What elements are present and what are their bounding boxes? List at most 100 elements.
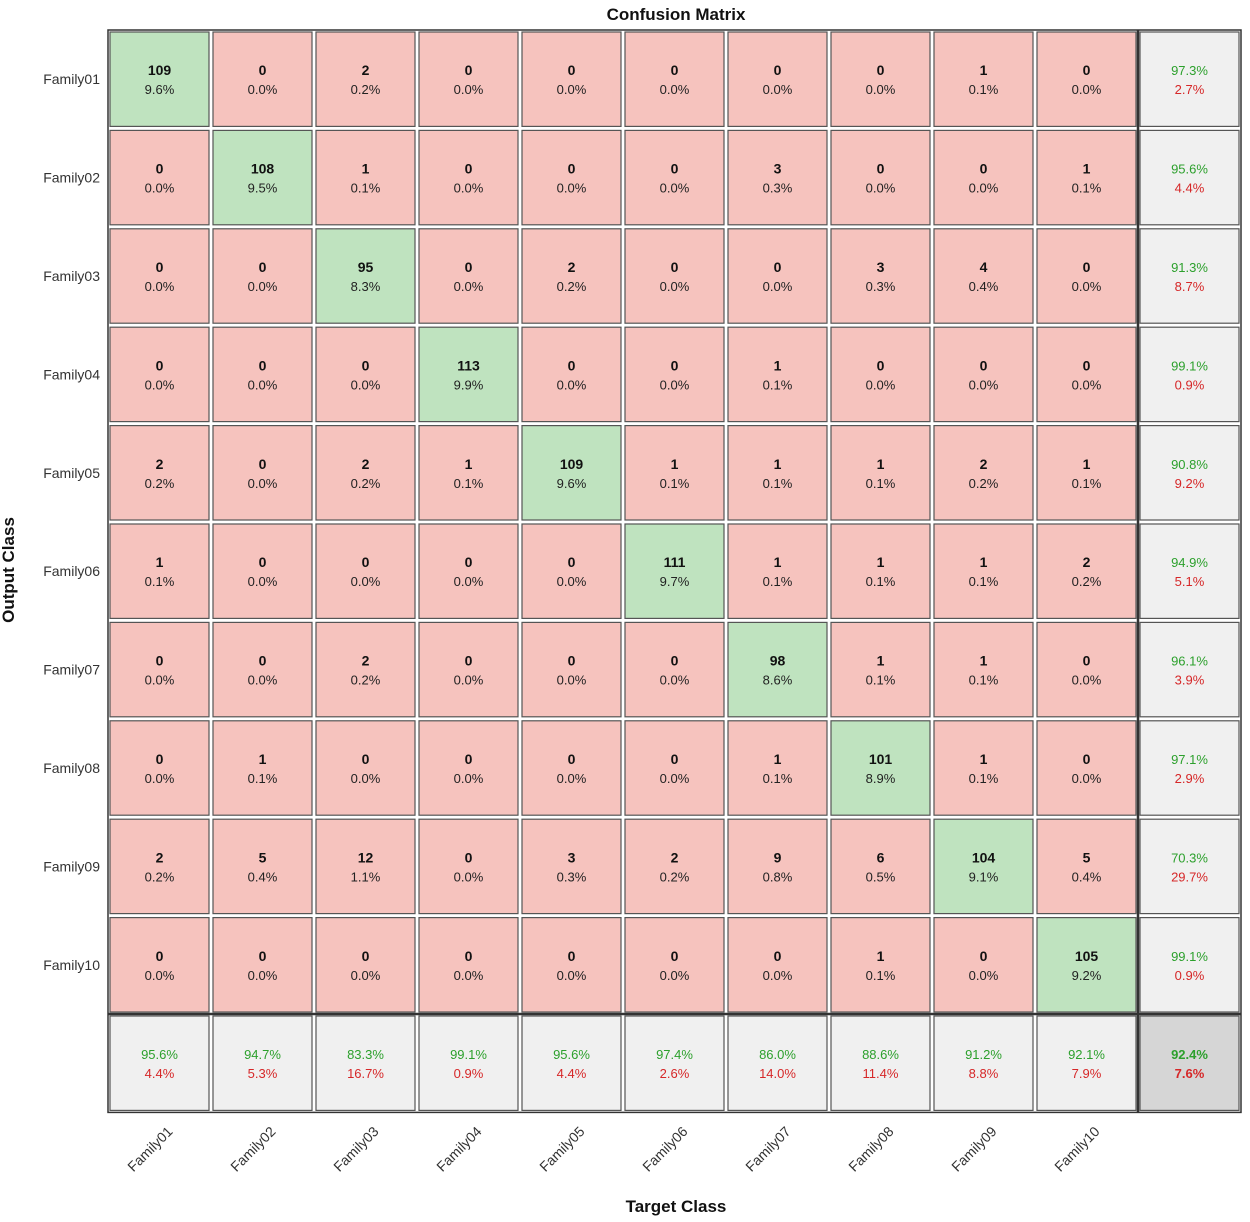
cell-count: 0: [362, 357, 370, 373]
row-summary-cell: [1139, 720, 1240, 816]
row-error: 29.7%: [1171, 869, 1208, 884]
cell-percent: 0.3%: [866, 279, 896, 294]
y-tick-label: Family02: [43, 170, 100, 186]
matrix-cell: [418, 720, 519, 816]
cell-count: 0: [671, 62, 679, 78]
y-tick-label: Family06: [43, 563, 100, 579]
cell-percent: 0.0%: [660, 279, 690, 294]
cell-percent: 8.9%: [866, 771, 896, 786]
matrix-cell: [315, 425, 416, 521]
matrix-cell: [830, 129, 931, 226]
x-tick-label: Family09: [948, 1123, 1000, 1175]
row-accuracy: 96.1%: [1171, 654, 1208, 669]
cell-percent: 9.2%: [1072, 968, 1102, 983]
cell-percent: 0.0%: [454, 181, 484, 196]
cell-percent: 0.1%: [248, 771, 278, 786]
cell-percent: 9.6%: [557, 476, 587, 491]
matrix-cell: [830, 818, 931, 915]
matrix-cell: [933, 720, 1034, 816]
cell-percent: 0.0%: [248, 574, 278, 589]
cell-count: 1: [774, 456, 782, 472]
col-summary-cell: [933, 1015, 1034, 1112]
cell-count: 2: [362, 653, 370, 669]
cell-percent: 0.2%: [145, 869, 175, 884]
cell-percent: 0.1%: [969, 574, 999, 589]
matrix-cell: [315, 916, 416, 1013]
row-accuracy: 99.1%: [1171, 358, 1208, 373]
cell-percent: 0.0%: [557, 968, 587, 983]
cell-percent: 0.0%: [248, 673, 278, 688]
cell-count: 0: [156, 259, 164, 275]
matrix-cell: [315, 523, 416, 620]
cell-count: 0: [877, 161, 885, 177]
cell-count: 1: [1083, 161, 1091, 177]
matrix-cell: [212, 621, 313, 718]
matrix-cell: [933, 326, 1034, 423]
cell-count: 0: [465, 653, 473, 669]
matrix-cell: [212, 31, 313, 128]
cell-percent: 0.0%: [454, 673, 484, 688]
row-accuracy: 95.6%: [1171, 162, 1208, 177]
cell-count: 0: [568, 653, 576, 669]
col-error: 11.4%: [863, 1066, 899, 1081]
cell-count: 0: [671, 751, 679, 767]
cell-count: 0: [362, 948, 370, 964]
cell-count: 0: [259, 456, 267, 472]
cell-count: 105: [1075, 948, 1099, 964]
diagonal-cell: [315, 228, 416, 324]
row-accuracy: 70.3%: [1171, 850, 1208, 865]
matrix-cell: [109, 621, 210, 718]
cell-count: 5: [259, 849, 267, 865]
cell-percent: 0.0%: [660, 181, 690, 196]
matrix-cell: [521, 523, 622, 620]
cell-count: 2: [156, 456, 164, 472]
cell-percent: 0.4%: [248, 869, 278, 884]
matrix-cell: [1036, 129, 1137, 226]
matrix-cell: [315, 621, 416, 718]
diagonal-cell: [212, 129, 313, 226]
diagonal-cell: [727, 621, 828, 718]
cell-count: 1: [774, 554, 782, 570]
y-tick-label: Family10: [43, 957, 100, 973]
cell-count: 4: [980, 259, 988, 275]
matrix-cell: [1036, 425, 1137, 521]
cell-count: 0: [1083, 751, 1091, 767]
col-accuracy: 88.6%: [862, 1047, 899, 1062]
col-summary-cell: [315, 1015, 416, 1112]
cell-percent: 0.0%: [351, 377, 381, 392]
cell-percent: 0.0%: [145, 279, 175, 294]
col-summary-cell: [727, 1015, 828, 1112]
row-error: 9.2%: [1175, 476, 1205, 491]
matrix-cell: [830, 326, 931, 423]
matrix-cell: [933, 523, 1034, 620]
cell-count: 0: [156, 751, 164, 767]
cell-count: 3: [568, 849, 576, 865]
cell-percent: 0.0%: [1072, 82, 1102, 97]
matrix-cell: [315, 129, 416, 226]
matrix-cell: [830, 425, 931, 521]
cell-count: 0: [465, 751, 473, 767]
cell-count: 1: [980, 751, 988, 767]
y-axis-label: Output Class: [0, 517, 18, 623]
col-summary-cell: [1036, 1015, 1137, 1112]
cell-count: 0: [877, 357, 885, 373]
matrix-cell: [933, 916, 1034, 1013]
row-accuracy: 99.1%: [1171, 949, 1208, 964]
cell-count: 0: [465, 554, 473, 570]
matrix-cell: [933, 621, 1034, 718]
diagonal-cell: [109, 31, 210, 128]
matrix-cell: [1036, 31, 1137, 128]
cell-count: 1: [774, 751, 782, 767]
cell-count: 2: [1083, 554, 1091, 570]
cell-count: 101: [869, 751, 893, 767]
cell-percent: 0.0%: [248, 377, 278, 392]
cell-count: 0: [465, 62, 473, 78]
matrix-cell: [212, 720, 313, 816]
cell-percent: 0.0%: [248, 279, 278, 294]
matrix-cell: [727, 818, 828, 915]
matrix-cell: [624, 621, 725, 718]
cell-percent: 9.9%: [454, 377, 484, 392]
cell-count: 0: [259, 62, 267, 78]
cell-count: 0: [568, 751, 576, 767]
